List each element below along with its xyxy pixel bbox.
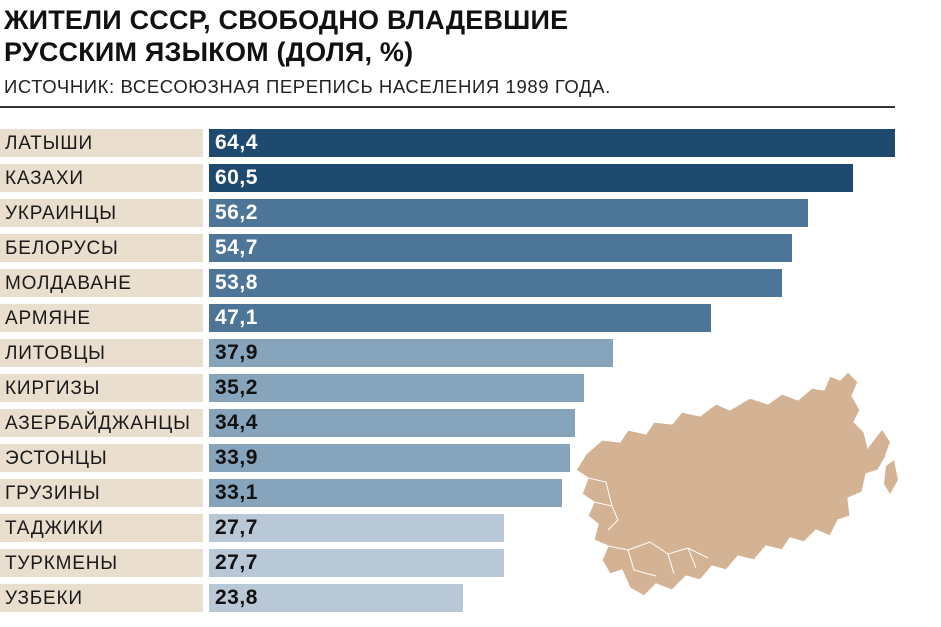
category-label: МОЛДАВАНЕ — [5, 273, 132, 294]
category-label: АЗЕРБАЙДЖАНЦЫ — [5, 413, 191, 434]
category-label-box: ЭСТОНЦЫ — [0, 444, 203, 472]
bar — [209, 444, 570, 472]
bar-row: КАЗАХИ 60,5 — [0, 164, 900, 192]
data-label: 34,4 — [215, 411, 258, 434]
category-label: ТУРКМЕНЫ — [5, 553, 118, 574]
chart-title: ЖИТЕЛИ СССР, СВОБОДНО ВЛАДЕВШИЕ РУССКИМ … — [4, 4, 904, 68]
bar — [209, 269, 782, 297]
category-label-box: УЗБЕКИ — [0, 584, 203, 612]
header-divider — [0, 106, 895, 108]
data-label: 54,7 — [215, 236, 258, 259]
category-label: КИРГИЗЫ — [5, 378, 101, 399]
bar-row: УКРАИНЦЫ 56,2 — [0, 199, 900, 227]
bar — [209, 304, 711, 332]
bar-row: ТАДЖИКИ 27,7 — [0, 514, 900, 542]
bar-row: ЭСТОНЦЫ 33,9 — [0, 444, 900, 472]
category-label: ТАДЖИКИ — [5, 518, 104, 539]
bar-chart: ЛАТЫШИ 64,4 КАЗАХИ 60,5 УКРАИНЦЫ 56,2 БЕЛОРУСЫ… — [0, 129, 941, 619]
data-label: 37,9 — [215, 341, 258, 364]
bar-row: БЕЛОРУСЫ 54,7 — [0, 234, 900, 262]
ussr-map-borders — [587, 477, 709, 577]
bar-row: ГРУЗИНЫ 33,1 — [0, 479, 900, 507]
category-label: ЛАТЫШИ — [5, 133, 93, 154]
bar — [209, 374, 584, 402]
category-label: УЗБЕКИ — [5, 588, 83, 609]
bar-row: АРМЯНЕ 47,1 — [0, 304, 900, 332]
bar — [209, 479, 562, 507]
data-label: 56,2 — [215, 201, 258, 224]
category-label: ЛИТОВЦЫ — [5, 343, 106, 364]
data-label: 47,1 — [215, 306, 258, 329]
bar — [209, 514, 504, 542]
title-line-1: ЖИТЕЛИ СССР, СВОБОДНО ВЛАДЕВШИЕ — [4, 5, 569, 35]
bar — [209, 234, 792, 262]
category-label: КАЗАХИ — [5, 168, 84, 189]
data-label: 64,4 — [215, 131, 258, 154]
bar-row: ЛАТЫШИ 64,4 — [0, 129, 900, 157]
data-label: 33,1 — [215, 481, 258, 504]
data-label: 33,9 — [215, 446, 258, 469]
ussr-map-icon — [575, 371, 898, 597]
category-label: ЭСТОНЦЫ — [5, 448, 108, 469]
category-label-box: ЛИТОВЦЫ — [0, 339, 203, 367]
bar-row: ТУРКМЕНЫ 27,7 — [0, 549, 900, 577]
bar — [209, 164, 853, 192]
data-label: 27,7 — [215, 516, 258, 539]
category-label-box: МОЛДАВАНЕ — [0, 269, 203, 297]
category-label-box: КИРГИЗЫ — [0, 374, 203, 402]
kamchatka-shape — [868, 430, 890, 458]
bar-row: КИРГИЗЫ 35,2 — [0, 374, 900, 402]
category-label: УКРАИНЦЫ — [5, 203, 117, 224]
category-label-box: ЛАТЫШИ — [0, 129, 203, 157]
category-label: БЕЛОРУСЫ — [5, 238, 119, 259]
category-label-box: ГРУЗИНЫ — [0, 479, 203, 507]
data-label: 23,8 — [215, 586, 258, 609]
bar-row: АЗЕРБАЙДЖАНЦЫ 34,4 — [0, 409, 900, 437]
category-label-box: ТАДЖИКИ — [0, 514, 203, 542]
category-label-box: УКРАИНЦЫ — [0, 199, 203, 227]
bar — [209, 549, 504, 577]
category-label-box: АРМЯНЕ — [0, 304, 203, 332]
category-label-box: БЕЛОРУСЫ — [0, 234, 203, 262]
source-note: ИСТОЧНИК: ВСЕСОЮЗНАЯ ПЕРЕПИСЬ НАСЕЛЕНИЯ … — [4, 76, 611, 97]
category-label-box: АЗЕРБАЙДЖАНЦЫ — [0, 409, 203, 437]
title-line-2: РУССКИМ ЯЗЫКОМ (ДОЛЯ, %) — [4, 37, 414, 67]
ussr-map-shape — [575, 371, 887, 597]
category-label: ГРУЗИНЫ — [5, 483, 101, 504]
bar-row: УЗБЕКИ 23,8 — [0, 584, 900, 612]
data-label: 60,5 — [215, 166, 258, 189]
category-label-box: КАЗАХИ — [0, 164, 203, 192]
data-label: 27,7 — [215, 551, 258, 574]
category-label-box: ТУРКМЕНЫ — [0, 549, 203, 577]
sakhalin-shape — [884, 460, 898, 494]
bar — [209, 584, 463, 612]
data-label: 35,2 — [215, 376, 258, 399]
bar-row: ЛИТОВЦЫ 37,9 — [0, 339, 900, 367]
bar — [209, 129, 895, 157]
bar — [209, 199, 808, 227]
bar — [209, 409, 575, 437]
category-label: АРМЯНЕ — [5, 308, 91, 329]
bar — [209, 339, 613, 367]
data-label: 53,8 — [215, 271, 258, 294]
bar-row: МОЛДАВАНЕ 53,8 — [0, 269, 900, 297]
